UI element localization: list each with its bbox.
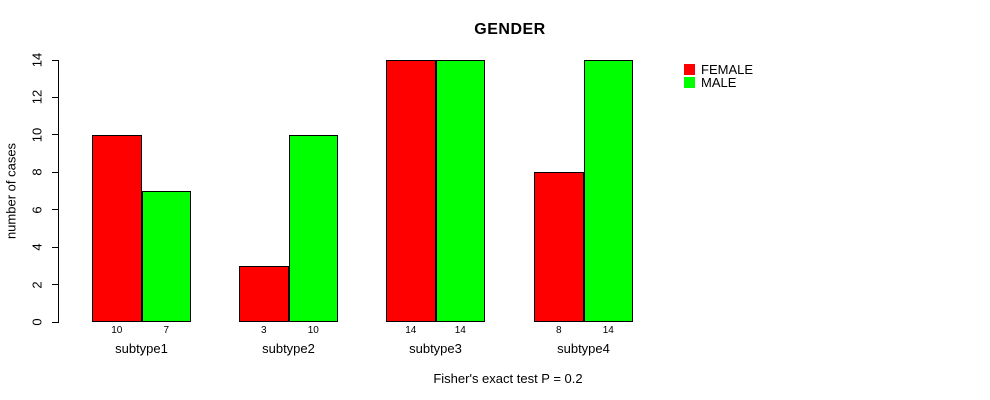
bar-value-label: 7 (163, 325, 170, 336)
y-axis-tick (52, 321, 59, 323)
y-axis-tick-label: 14 (29, 52, 45, 68)
y-axis-tick (52, 171, 59, 173)
bar-male-subtype2 (288, 134, 338, 322)
bar-female-subtype1 (92, 134, 142, 322)
bar-value-label: 3 (260, 325, 267, 336)
legend-label-male: MALE (701, 75, 737, 90)
y-axis-tick-label: 8 (29, 168, 45, 176)
legend-label-female: FEMALE (701, 62, 754, 77)
y-axis-tick (52, 134, 59, 136)
bar-value-label: 10 (111, 325, 123, 336)
annotation-text: Fisher's exact test P = 0.2 (433, 371, 583, 386)
male-swatch-icon (684, 77, 695, 88)
x-axis-category-label: subtype1 (115, 341, 168, 356)
legend-item-male: MALE (684, 76, 753, 89)
female-swatch-icon (684, 64, 695, 75)
y-axis-line (58, 60, 59, 323)
bar-female-subtype3 (386, 60, 436, 322)
bar-male-subtype3 (435, 60, 485, 322)
x-axis-category-label: subtype3 (409, 341, 462, 356)
bar-value-label: 14 (602, 325, 614, 336)
x-axis-category-label: subtype2 (262, 341, 315, 356)
y-axis-tick-label: 4 (29, 243, 45, 251)
y-axis-tick (52, 96, 59, 98)
y-axis-tick-label: 10 (29, 127, 45, 143)
y-axis-tick (52, 209, 59, 211)
bar-value-label: 8 (555, 325, 562, 336)
y-axis-tick-label: 0 (29, 318, 45, 326)
chart-title: GENDER (474, 21, 546, 38)
bar-value-label: 10 (307, 325, 319, 336)
bar-male-subtype4 (583, 60, 633, 322)
bar-female-subtype2 (239, 265, 289, 322)
bar-value-label: 14 (405, 325, 417, 336)
y-axis-tick-label: 12 (29, 90, 45, 105)
bar-value-label: 14 (454, 325, 466, 336)
x-axis-category-label: subtype4 (557, 341, 610, 356)
y-axis-tick-label: 2 (29, 280, 45, 289)
legend-item-female: FEMALE (684, 63, 753, 76)
y-axis-tick (52, 284, 59, 286)
y-axis-tick (52, 246, 59, 248)
bar-female-subtype4 (534, 172, 584, 322)
y-axis-tick-label: 6 (29, 206, 45, 214)
bar-male-subtype1 (141, 191, 191, 322)
legend: FEMALE MALE (684, 63, 753, 89)
y-axis-tick (52, 59, 59, 61)
